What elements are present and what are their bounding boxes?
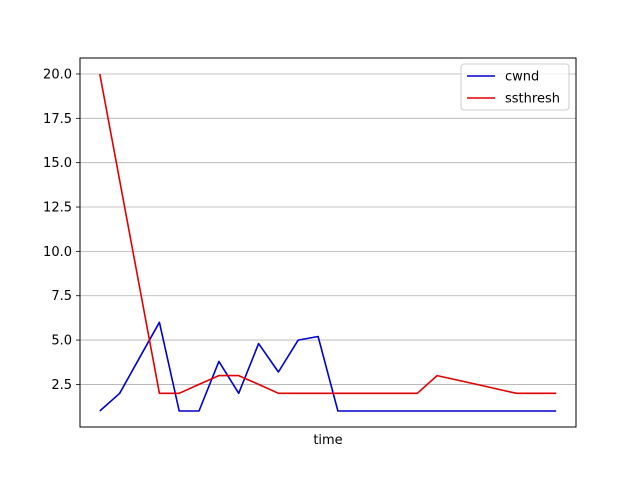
series-line-cwnd	[99, 321, 557, 412]
x-axis-label: time	[313, 433, 342, 448]
y-tick-label: 17.5	[43, 112, 72, 127]
series-line-ssthresh	[99, 73, 557, 395]
legend-label-ssthresh: ssthresh	[505, 92, 560, 107]
y-tick-label: 15.0	[43, 156, 72, 171]
y-tick-label: 20.0	[43, 67, 72, 82]
y-tick-label: 10.0	[43, 245, 72, 260]
legend-label-cwnd: cwnd	[505, 70, 539, 85]
y-tick-label: 7.5	[51, 289, 72, 304]
plot-frame	[79, 57, 577, 428]
y-tick-label: 12.5	[43, 201, 72, 216]
plot-area	[80, 58, 576, 427]
series-lines	[99, 73, 557, 412]
legend: cwnd ssthresh	[460, 63, 570, 111]
y-axis: 2.5 5.0 7.5 10.0 12.5 15.0 17.5 20.0	[43, 67, 80, 393]
y-tick-label: 2.5	[51, 378, 72, 393]
y-tick-label: 5.0	[51, 334, 72, 349]
